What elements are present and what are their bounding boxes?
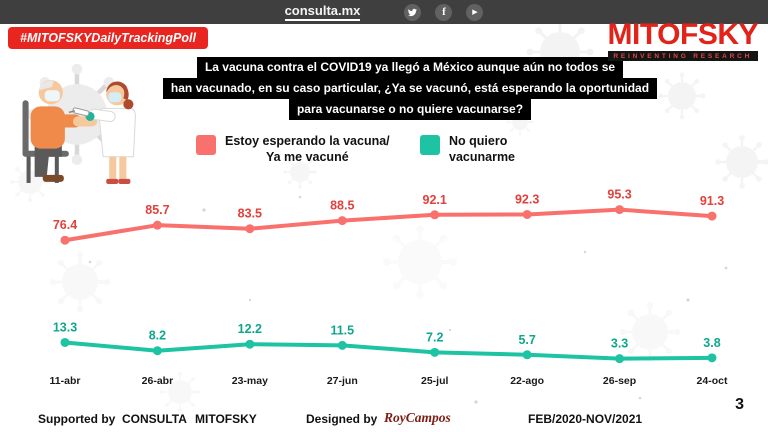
value-label-0-4: 92.1 — [423, 193, 447, 207]
legend-label-line1: Estoy esperando la vacuna/ — [225, 134, 390, 148]
data-point-0-7 — [707, 211, 717, 221]
legend-label-line2: Ya me vacuné — [265, 150, 349, 165]
series-line-1 — [63, 340, 714, 361]
legend-label: Estoy esperando la vacuna/ Ya me vacuné — [225, 133, 390, 166]
series-line-0 — [63, 207, 714, 243]
data-point-0-0 — [60, 235, 70, 245]
data-point-1-1 — [152, 346, 162, 356]
twitter-icon[interactable] — [404, 3, 422, 21]
youtube-icon[interactable]: ▶ — [466, 3, 484, 21]
value-label-0-0: 76.4 — [53, 218, 77, 232]
brand-consulta: CONSULTA — [122, 412, 187, 426]
brand-mitofsky: MITOFSKY — [195, 412, 257, 426]
youtube-play-glyph: ▶ — [472, 8, 478, 16]
x-axis-label-5: 22-ago — [510, 375, 544, 387]
x-axis-label-4: 25-jul — [421, 375, 449, 387]
data-point-1-0 — [60, 337, 70, 347]
question-line-1: La vacuna contra el COVID19 ya llegó a M… — [196, 57, 624, 78]
brand-block: MITOFSKY REINVENTING RESEARCH — [607, 18, 759, 61]
mitofsky-logo: MITOFSKY — [607, 18, 759, 51]
value-label-1-5: 5.7 — [518, 333, 535, 347]
data-point-1-4 — [430, 347, 440, 357]
legend-label-line2: vacunarme — [449, 150, 516, 165]
survey-period: FEB/2020-NOV/2021 — [528, 412, 643, 426]
value-label-1-6: 3.3 — [611, 337, 628, 351]
designed-by-label: Designed by — [306, 412, 378, 426]
x-axis-label-7: 24-oct — [697, 375, 728, 387]
legend-item-no-vaccine: No quiero vacunarme — [420, 133, 515, 166]
hashtag-badge: #MITOFSKYDailyTrackingPoll — [8, 27, 208, 49]
value-label-0-3: 88.5 — [330, 199, 354, 213]
legend-swatch-red — [196, 135, 216, 155]
data-point-0-2 — [245, 224, 255, 234]
topbar: consulta.mx f ▶ — [0, 0, 768, 24]
data-point-1-2 — [245, 339, 255, 349]
facebook-f-glyph: f — [442, 5, 446, 18]
x-axis-label-6: 26-sep — [603, 375, 636, 387]
value-label-0-2: 83.5 — [238, 207, 262, 221]
data-point-0-1 — [152, 220, 162, 230]
question-line-3: para vacunarse o no quiere vacunarse? — [288, 99, 532, 120]
value-label-1-7: 3.8 — [703, 336, 720, 350]
data-point-0-6 — [615, 205, 625, 215]
legend-label: No quiero vacunarme — [449, 133, 515, 166]
value-label-1-2: 12.2 — [238, 322, 262, 336]
data-point-1-7 — [707, 353, 717, 363]
designer-signature: RoyCampos — [384, 410, 451, 425]
x-axis-label-0: 11-abr — [50, 375, 81, 387]
value-label-1-1: 8.2 — [149, 329, 166, 343]
facebook-icon[interactable]: f — [435, 3, 453, 21]
data-point-0-5 — [522, 209, 532, 219]
data-point-0-4 — [430, 210, 440, 220]
legend-item-waiting-or-vaccinated: Estoy esperando la vacuna/ Ya me vacuné — [196, 133, 390, 166]
site-link[interactable]: consulta.mx — [284, 3, 361, 21]
value-label-0-5: 92.3 — [515, 192, 539, 206]
twitter-bird-glyph — [408, 8, 418, 16]
logo-tagline: REINVENTING RESEARCH — [607, 51, 758, 61]
legend-label-line1: No quiero — [449, 134, 508, 148]
x-axis-label-3: 27-jun — [327, 375, 358, 387]
value-label-0-7: 91.3 — [700, 194, 724, 208]
supported-by-label: Supported by — [38, 412, 116, 426]
question-line-2: han vacunado, en su caso particular, ¿Ya… — [162, 78, 658, 99]
data-point-1-5 — [522, 350, 532, 360]
vaccination-illustration — [22, 64, 136, 184]
value-label-0-1: 85.7 — [145, 203, 169, 217]
footer: Supported by CONSULTA MITOFSKY Designed … — [0, 410, 768, 432]
value-label-1-4: 7.2 — [426, 330, 443, 344]
x-axis-label-1: 26-abr — [142, 375, 174, 387]
value-label-1-0: 13.3 — [53, 320, 77, 334]
data-point-0-3 — [337, 216, 347, 226]
value-label-1-3: 11.5 — [330, 323, 354, 337]
data-point-1-6 — [615, 354, 625, 364]
value-label-0-6: 95.3 — [607, 188, 631, 202]
social-icons: f ▶ — [404, 3, 484, 21]
trend-line-chart: 76.4 85.7 83.5 88.5 92.1 92.3 95.3 91.3 13.3 8.2 1… — [50, 188, 728, 387]
page-number: 3 — [735, 396, 744, 413]
data-point-1-3 — [337, 340, 347, 350]
legend-swatch-green — [420, 135, 440, 155]
x-axis-label-2: 23-may — [232, 375, 268, 387]
question-title: La vacuna contra el COVID19 ya llegó a M… — [125, 57, 695, 120]
